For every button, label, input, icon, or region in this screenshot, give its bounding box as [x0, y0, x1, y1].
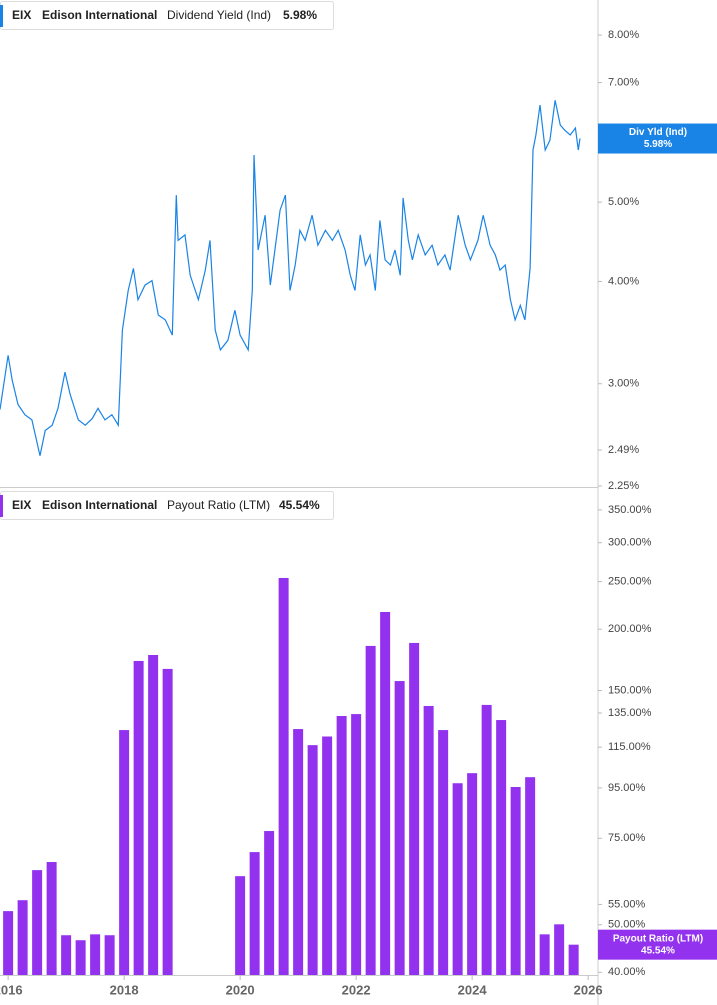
bar	[568, 944, 579, 975]
bar	[467, 773, 478, 975]
badge-value: 5.98%	[644, 139, 672, 150]
ticker: EIX	[12, 498, 31, 512]
y-tick-label: 5.00%	[608, 196, 639, 208]
bar	[235, 876, 246, 975]
bar	[148, 654, 159, 975]
y-tick-label: 40.00%	[608, 966, 646, 978]
bar	[307, 745, 318, 975]
bar	[264, 831, 275, 975]
value-badge	[598, 123, 717, 154]
bar	[119, 730, 130, 975]
bar	[75, 940, 86, 975]
bar	[336, 716, 347, 975]
yield-line	[0, 100, 581, 456]
bar	[32, 870, 43, 975]
bar	[438, 730, 449, 975]
series-title: Dividend Yield (Ind)	[167, 8, 271, 22]
bar	[17, 900, 28, 975]
legend-header: EIX Edison International Payout Ratio (LTM…	[0, 491, 334, 520]
x-tick-label: 2026	[574, 982, 603, 997]
bar	[554, 924, 565, 975]
bar	[409, 642, 420, 975]
bar	[452, 783, 463, 975]
bar	[278, 577, 289, 975]
y-tick-label: 150.00%	[608, 684, 652, 696]
badge-label: Payout Ratio (LTM)	[613, 933, 703, 944]
y-tick-label: 75.00%	[608, 832, 646, 844]
legend-value: 5.98%	[283, 8, 317, 22]
header-color	[0, 5, 3, 27]
bar	[394, 681, 405, 975]
bar	[322, 736, 333, 975]
bar	[525, 777, 536, 975]
y-tick-label: 200.00%	[608, 623, 652, 635]
series-title: Payout Ratio (LTM)	[167, 498, 270, 512]
company: Edison International	[42, 498, 157, 512]
y-tick-label: 50.00%	[608, 919, 646, 931]
y-tick-label: 2.49%	[608, 444, 639, 456]
bar	[481, 704, 492, 975]
x-tick-label: 2016	[0, 982, 23, 997]
y-tick-label: 4.00%	[608, 275, 639, 287]
bar	[104, 935, 115, 975]
y-tick-label: 2.25%	[608, 480, 639, 492]
badge-value: 45.54%	[641, 945, 675, 956]
bar	[162, 668, 173, 975]
y-tick-label: 3.00%	[608, 378, 639, 390]
bar	[46, 862, 57, 975]
bar	[496, 720, 507, 975]
y-tick-label: 300.00%	[608, 537, 652, 549]
bar	[249, 852, 260, 975]
x-tick-label: 2022	[342, 982, 371, 997]
legend-header: EIX Edison International Dividend Yield (I…	[0, 1, 334, 30]
bar	[293, 729, 304, 975]
y-tick-label: 7.00%	[608, 76, 639, 88]
bar	[365, 645, 376, 975]
bar	[423, 705, 434, 975]
y-tick-label: 55.00%	[608, 898, 646, 910]
y-tick-label: 115.00%	[608, 741, 651, 753]
y-tick-label: 135.00%	[608, 707, 652, 719]
y-tick-label: 250.00%	[608, 576, 652, 588]
legend-value: 45.54%	[279, 498, 320, 512]
bar	[380, 611, 391, 975]
ticker: EIX	[12, 8, 31, 22]
bar	[133, 660, 144, 975]
x-tick-label: 2018	[110, 982, 139, 997]
x-tick-label: 2024	[458, 982, 488, 997]
bar	[90, 934, 101, 975]
company: Edison International	[42, 8, 157, 22]
bar	[539, 934, 550, 975]
value-badge	[598, 929, 717, 960]
x-tick-label: 2020	[226, 982, 255, 997]
badge-label: Div Yld (Ind)	[629, 127, 687, 138]
y-tick-label: 8.00%	[608, 29, 639, 41]
bar	[3, 911, 14, 975]
bar	[510, 787, 521, 975]
bar	[61, 935, 72, 975]
y-tick-label: 95.00%	[608, 782, 646, 794]
bar	[351, 714, 362, 975]
y-tick-label: 350.00%	[608, 504, 652, 516]
header-color	[0, 495, 3, 517]
